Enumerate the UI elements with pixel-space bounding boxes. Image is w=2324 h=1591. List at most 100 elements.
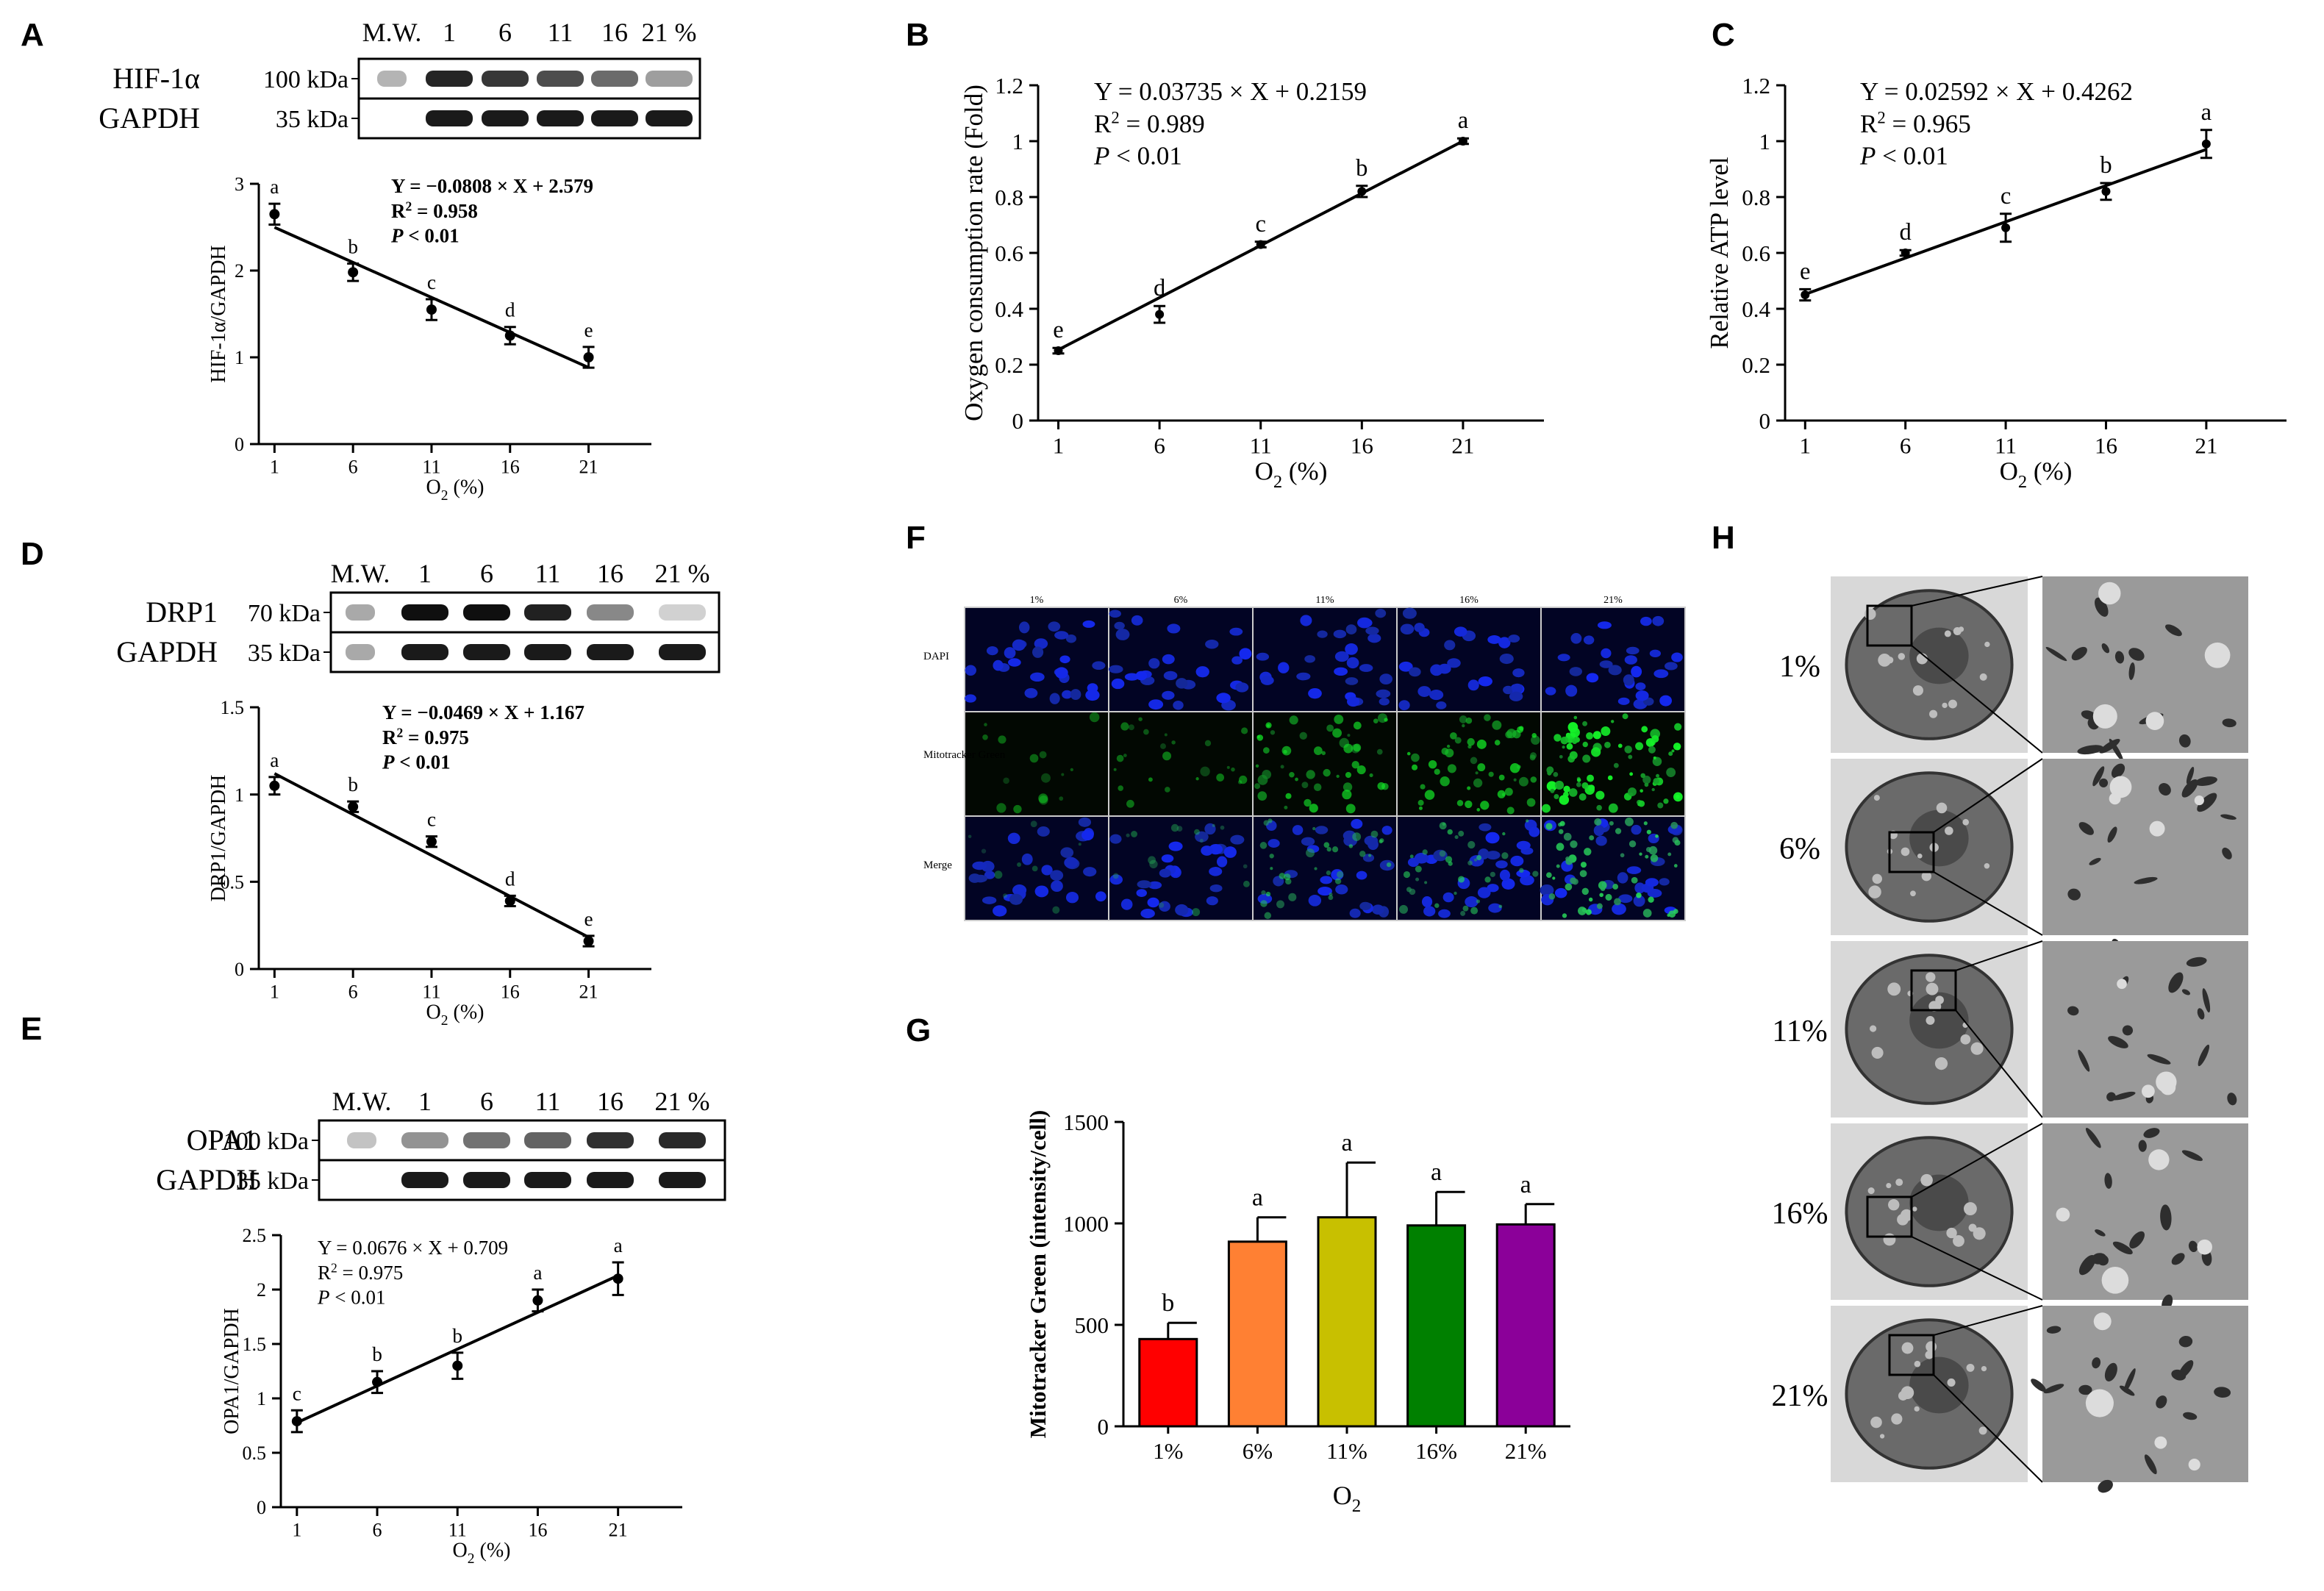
mitochondria-signal [1531, 735, 1540, 745]
merge-signal [1620, 853, 1625, 858]
nucleus [1109, 874, 1123, 885]
merge-signal [1484, 876, 1491, 883]
label-part: O [452, 1540, 467, 1562]
mitochondria-signal [1465, 717, 1473, 724]
blot-lane-label: 11 [535, 1087, 561, 1116]
nucleus [1161, 854, 1174, 863]
nucleus [993, 905, 1007, 917]
nucleus [1402, 607, 1417, 619]
blot-mw-label: 35 kDa [276, 106, 348, 133]
nucleus [1092, 661, 1106, 671]
nucleus [1498, 637, 1511, 648]
nucleus [1436, 701, 1447, 709]
panel-letter-E: E [21, 1011, 42, 1047]
zoom-box [1888, 1334, 1935, 1376]
merge-signal [1628, 840, 1637, 848]
mitochondria-signal [1440, 776, 1450, 787]
blot-lane-label: 16 [597, 559, 623, 588]
merge-signal [1030, 820, 1037, 828]
fit-line [273, 226, 590, 369]
x-tick-label: 11 [448, 1519, 467, 1540]
nucleus [1487, 634, 1501, 644]
nucleus [1159, 868, 1171, 878]
image-cell [1108, 711, 1254, 817]
image-cell [964, 711, 1109, 817]
mitochondria-signal [1301, 782, 1309, 789]
mitochondria-signal [1501, 793, 1506, 797]
y-tick-label: 0 [1759, 408, 1771, 434]
nucleus [1048, 621, 1061, 632]
mitochondria-signal [1321, 751, 1326, 756]
data-point [583, 936, 594, 947]
nucleus [1635, 690, 1649, 701]
blot-lane-label: 6 [498, 18, 512, 47]
autophagic-vesicle [2149, 820, 2165, 837]
mitochondrion [2091, 1253, 2107, 1265]
y-tick-label: 0.8 [1742, 185, 1770, 210]
mitochondrion [2112, 1241, 2133, 1255]
nucleus [1012, 639, 1026, 651]
nucleus [1062, 690, 1073, 699]
vesicle [1867, 1187, 1875, 1195]
y-tick-label: 0.4 [995, 296, 1023, 322]
mitochondria-signal [1513, 778, 1517, 782]
mitochondria-signal [1644, 782, 1649, 787]
mitochondrion [2178, 1335, 2193, 1348]
label-part: P [317, 1287, 330, 1309]
oxygen-row-label: 1% [1779, 650, 1820, 684]
data-point [269, 209, 280, 220]
merge-signal [1585, 909, 1592, 915]
label-part: O [2000, 457, 2018, 486]
mitochondrion [2078, 1254, 2096, 1276]
x-axis-label: O2 (%) [1255, 457, 1328, 493]
image-cell [1252, 607, 1398, 712]
mitochondria-signal [1353, 721, 1362, 730]
mitochondria-signal [1562, 746, 1565, 749]
tem-detail [2042, 759, 2248, 935]
label-part: 2 [397, 725, 404, 740]
significance-letter: d [1900, 219, 1912, 246]
mitochondria-signal [1377, 782, 1386, 790]
mitochondrion [2099, 778, 2109, 787]
nucleus [1351, 818, 1363, 829]
x-tick-label: 6% [1243, 1438, 1273, 1464]
autophagic-vesicle [2188, 1458, 2200, 1471]
vesicle [1868, 885, 1881, 898]
mitochondria-signal [1309, 804, 1318, 813]
mitochondria-signal [1563, 791, 1569, 798]
nucleus [1168, 841, 1183, 851]
significance-letter: e [1800, 258, 1810, 285]
blot-band [401, 1132, 448, 1148]
mitochondria-signal [1554, 780, 1565, 790]
merge-signal [1331, 846, 1339, 853]
merge-signal [1646, 829, 1651, 834]
nucleus [1444, 640, 1456, 651]
merge-signal [1306, 848, 1315, 858]
mitochondria-signal [1342, 782, 1353, 792]
mitochondria-signal [1582, 721, 1588, 726]
mitochondria-signal [1476, 739, 1487, 749]
mitochondria-signal [1171, 740, 1176, 745]
mitochondrion [2220, 814, 2237, 820]
merge-signal [1548, 893, 1556, 900]
mitochondrion [2156, 1395, 2167, 1409]
significance-letter: b [1162, 1290, 1174, 1317]
merge-signal [1476, 899, 1481, 904]
mitochondrion [2165, 624, 2182, 637]
merge-signal [1605, 893, 1612, 901]
mitochondria-signal [1651, 735, 1659, 743]
merge-signal [1243, 880, 1250, 887]
nucleus [1175, 904, 1189, 916]
nucleus [1345, 624, 1357, 634]
nucleus [1362, 854, 1375, 862]
merge-signal [1149, 859, 1158, 869]
vesicle [1926, 982, 1939, 995]
nucleus [1111, 678, 1125, 690]
mitochondria-signal [1581, 782, 1589, 789]
mitochondria-signal [1353, 743, 1362, 752]
blot-lane-label: 21 % [655, 1087, 710, 1116]
vesicle [1934, 1057, 1948, 1070]
merge-signal [1415, 865, 1422, 873]
mitochondria-signal [1003, 777, 1009, 784]
